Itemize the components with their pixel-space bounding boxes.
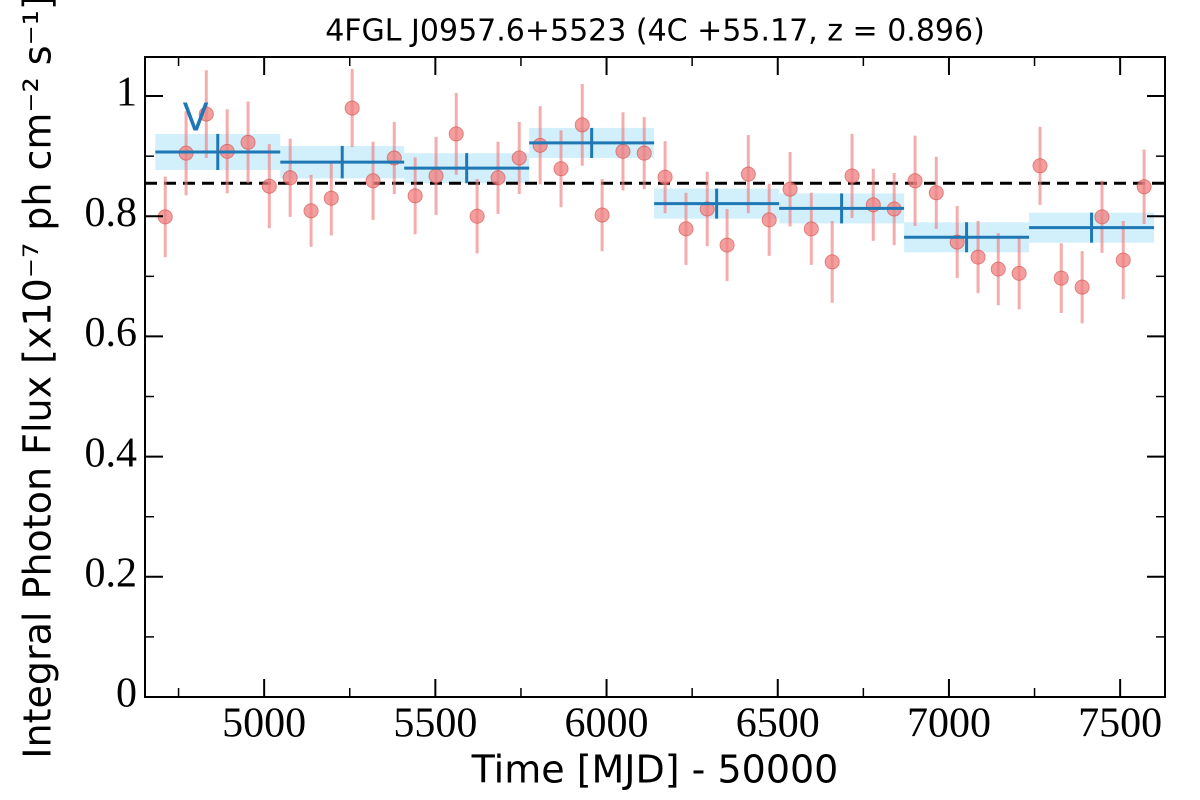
data-point	[1074, 279, 1090, 295]
data-point	[448, 126, 464, 142]
chart-title: 4FGL J0957.6+5523 (4C +55.17, z = 0.896)	[325, 14, 985, 49]
data-point	[574, 117, 590, 133]
data-point	[282, 170, 298, 186]
data-point	[740, 166, 756, 182]
data-point	[657, 169, 673, 185]
data-point	[428, 168, 444, 184]
plot-frame	[144, 56, 1166, 698]
x-tick-label: 7000	[907, 701, 991, 747]
data-point	[824, 254, 840, 270]
y-tick-label: 0.6	[85, 310, 138, 356]
data-point	[198, 106, 214, 122]
data-point	[1136, 179, 1152, 195]
data-point	[761, 212, 777, 228]
data-point	[803, 221, 819, 237]
data-point	[615, 143, 631, 159]
data-point	[240, 134, 256, 150]
data-point	[970, 249, 986, 265]
data-point	[303, 203, 319, 219]
y-axis-label: Integral Photon Flux [x10⁻⁷ ph cm⁻² s⁻¹]	[16, 0, 60, 759]
data-point	[344, 100, 360, 116]
data-point	[1032, 158, 1048, 174]
y-tick-label: 1	[116, 70, 137, 116]
data-point	[782, 181, 798, 197]
data-point	[594, 207, 610, 223]
x-axis-label: Time [MJD] - 50000	[471, 748, 839, 792]
data-point	[469, 208, 485, 224]
data-point	[907, 173, 923, 189]
data-point	[719, 237, 735, 253]
y-tick-label: 0	[116, 671, 137, 717]
data-point	[990, 261, 1006, 277]
data-point	[532, 137, 548, 153]
x-tick-label: 7500	[1078, 701, 1162, 747]
data-point	[678, 221, 694, 237]
data-point	[511, 150, 527, 166]
data-point	[1053, 270, 1069, 286]
data-point	[261, 178, 277, 194]
y-tick-label: 0.4	[85, 430, 138, 476]
data-point	[699, 201, 715, 217]
y-tick-label: 0.8	[85, 190, 138, 236]
data-point	[928, 185, 944, 201]
data-point	[407, 188, 423, 204]
data-point	[553, 161, 569, 177]
data-point	[323, 190, 339, 206]
y-tick-label: 0.2	[85, 550, 138, 596]
x-tick-label: 6500	[736, 701, 820, 747]
x-tick-label: 6000	[565, 701, 649, 747]
data-point	[1094, 209, 1110, 225]
data-point	[636, 145, 652, 161]
x-tick-label: 5000	[222, 701, 306, 747]
x-tick-label: 5500	[393, 701, 477, 747]
data-point	[1011, 265, 1027, 281]
data-point	[1115, 252, 1131, 268]
data-point	[490, 170, 506, 186]
annotation: V	[183, 96, 209, 140]
data-point	[365, 173, 381, 189]
data-point	[844, 168, 860, 184]
